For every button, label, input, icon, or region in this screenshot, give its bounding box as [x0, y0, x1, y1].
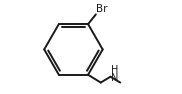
Text: Br: Br [96, 4, 108, 14]
Text: N: N [111, 73, 118, 83]
Text: H: H [111, 65, 118, 75]
